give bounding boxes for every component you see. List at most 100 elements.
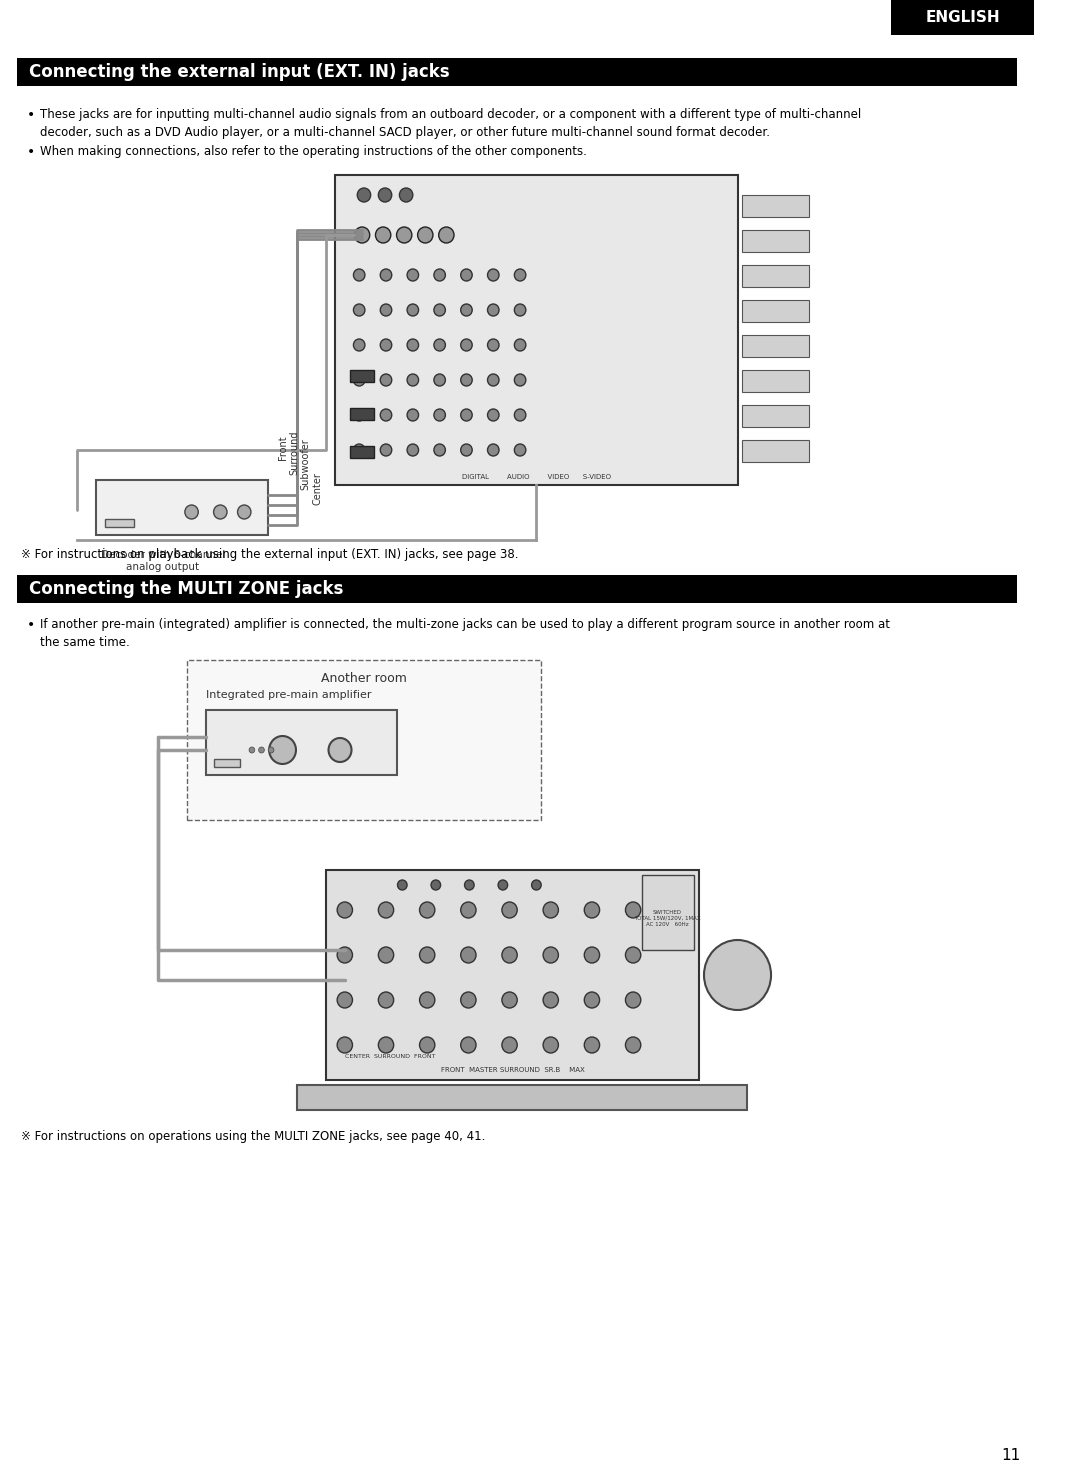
Circle shape: [461, 947, 476, 963]
Circle shape: [380, 409, 392, 421]
Circle shape: [353, 339, 365, 351]
Circle shape: [337, 1037, 352, 1053]
Bar: [17, 57, 1017, 85]
Circle shape: [584, 1037, 599, 1053]
Bar: [742, 405, 809, 427]
Text: Another room: Another room: [321, 672, 407, 685]
Circle shape: [378, 947, 394, 963]
Circle shape: [419, 1037, 435, 1053]
Circle shape: [514, 374, 526, 386]
Circle shape: [487, 303, 499, 317]
Circle shape: [434, 443, 445, 457]
Circle shape: [434, 339, 445, 351]
Circle shape: [258, 747, 265, 753]
Circle shape: [704, 940, 771, 1010]
Circle shape: [584, 947, 599, 963]
Text: These jacks are for inputting multi-channel audio signals from an outboard decod: These jacks are for inputting multi-chan…: [40, 108, 862, 138]
Text: ※ For instructions on playback using the external input (EXT. IN) jacks, see pag: ※ For instructions on playback using the…: [22, 548, 518, 561]
Text: Front: Front: [278, 436, 287, 460]
Bar: [742, 194, 809, 217]
Circle shape: [514, 303, 526, 317]
Bar: [642, 875, 694, 950]
Text: When making connections, also refer to the operating instructions of the other c: When making connections, also refer to t…: [40, 144, 588, 158]
Circle shape: [249, 747, 255, 753]
Circle shape: [543, 1037, 558, 1053]
Bar: [206, 710, 397, 775]
Circle shape: [380, 303, 392, 317]
Circle shape: [502, 991, 517, 1008]
Circle shape: [238, 505, 251, 518]
Circle shape: [353, 303, 365, 317]
Circle shape: [461, 443, 472, 457]
Circle shape: [431, 879, 441, 890]
Circle shape: [464, 879, 474, 890]
Text: Connecting the external input (EXT. IN) jacks: Connecting the external input (EXT. IN) …: [29, 63, 449, 81]
Circle shape: [625, 991, 640, 1008]
Circle shape: [584, 991, 599, 1008]
Circle shape: [434, 409, 445, 421]
Circle shape: [461, 991, 476, 1008]
Circle shape: [214, 505, 227, 518]
Circle shape: [400, 189, 413, 202]
Circle shape: [461, 270, 472, 281]
Bar: [350, 370, 374, 382]
Bar: [350, 408, 374, 420]
Text: Subwoofer: Subwoofer: [300, 439, 311, 491]
Circle shape: [543, 901, 558, 918]
Text: •: •: [27, 144, 35, 159]
Circle shape: [407, 443, 419, 457]
Circle shape: [487, 339, 499, 351]
Bar: [187, 660, 541, 820]
Circle shape: [487, 374, 499, 386]
Bar: [297, 1086, 747, 1111]
Circle shape: [625, 947, 640, 963]
Bar: [106, 518, 134, 527]
Circle shape: [407, 374, 419, 386]
Circle shape: [407, 339, 419, 351]
Circle shape: [461, 409, 472, 421]
Circle shape: [268, 747, 274, 753]
Text: FRONT  MASTER SURROUND  SR.B    MAX: FRONT MASTER SURROUND SR.B MAX: [441, 1066, 584, 1072]
Circle shape: [337, 947, 352, 963]
Circle shape: [380, 443, 392, 457]
Circle shape: [502, 1037, 517, 1053]
Circle shape: [269, 736, 296, 764]
Circle shape: [502, 901, 517, 918]
Circle shape: [185, 505, 199, 518]
Bar: [742, 265, 809, 287]
Circle shape: [461, 339, 472, 351]
Circle shape: [434, 270, 445, 281]
Text: SWITCHED
TOTAL 15W/120V, 1MAX
AC 120V   60Hz: SWITCHED TOTAL 15W/120V, 1MAX AC 120V 60…: [634, 910, 701, 927]
Text: If another pre-main (integrated) amplifier is connected, the multi-zone jacks ca: If another pre-main (integrated) amplifi…: [40, 619, 890, 650]
Circle shape: [380, 339, 392, 351]
Circle shape: [625, 1037, 640, 1053]
Bar: [891, 0, 1035, 35]
Circle shape: [354, 227, 369, 243]
Bar: [742, 440, 809, 463]
Circle shape: [514, 409, 526, 421]
Circle shape: [514, 339, 526, 351]
Circle shape: [543, 991, 558, 1008]
Circle shape: [378, 1037, 394, 1053]
Bar: [742, 300, 809, 323]
Bar: [335, 175, 738, 485]
Circle shape: [514, 443, 526, 457]
Circle shape: [531, 879, 541, 890]
Text: Center: Center: [312, 473, 322, 505]
Text: 11: 11: [1001, 1448, 1021, 1463]
Circle shape: [353, 374, 365, 386]
Text: Surround: Surround: [289, 430, 299, 474]
Circle shape: [419, 991, 435, 1008]
Circle shape: [487, 409, 499, 421]
Circle shape: [418, 227, 433, 243]
Circle shape: [487, 443, 499, 457]
Bar: [214, 759, 241, 767]
Circle shape: [419, 901, 435, 918]
Circle shape: [378, 189, 392, 202]
Circle shape: [337, 991, 352, 1008]
Circle shape: [543, 947, 558, 963]
Text: ※ For instructions on operations using the MULTI ZONE jacks, see page 40, 41.: ※ For instructions on operations using t…: [22, 1130, 485, 1143]
Text: Connecting the MULTI ZONE jacks: Connecting the MULTI ZONE jacks: [29, 580, 343, 598]
Circle shape: [380, 270, 392, 281]
Circle shape: [353, 443, 365, 457]
